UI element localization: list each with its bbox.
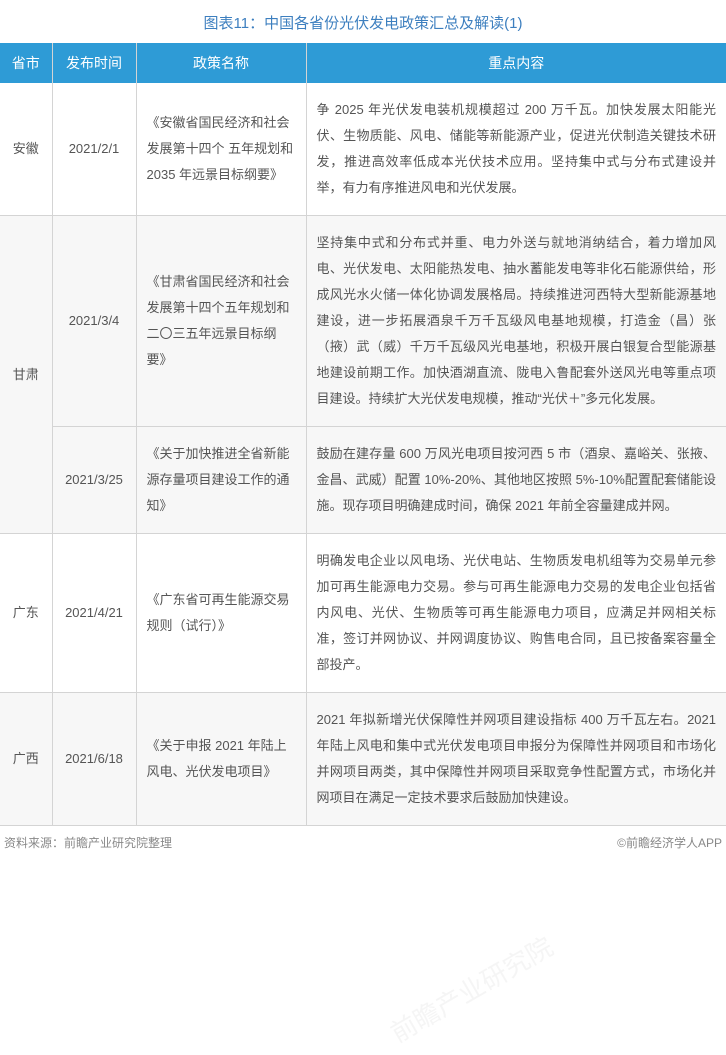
table-row: 2021/3/25《关于加快推进全省新能源存量项目建设工作的通知》鼓励在建存量 … xyxy=(0,427,726,534)
cell-content: 2021 年拟新增光伏保障性并网项目建设指标 400 万千瓦左右。2021 年陆… xyxy=(306,693,726,826)
table-row: 广西2021/6/18《关于申报 2021 年陆上风电、光伏发电项目》2021 … xyxy=(0,693,726,826)
chart-title: 图表11：中国各省份光伏发电政策汇总及解读(1) xyxy=(0,0,726,43)
cell-content: 鼓励在建存量 600 万风光电项目按河西 5 市（酒泉、嘉峪关、张掖、金昌、武威… xyxy=(306,427,726,534)
cell-date: 2021/6/18 xyxy=(52,693,136,826)
table-container: 图表11：中国各省份光伏发电政策汇总及解读(1) 省市 发布时间 政策名称 重点… xyxy=(0,0,726,855)
cell-province: 广东 xyxy=(0,534,52,693)
cell-date: 2021/3/4 xyxy=(52,216,136,427)
cell-province: 广西 xyxy=(0,693,52,826)
table-row: 甘肃2021/3/4《甘肃省国民经济和社会发展第十四个五年规划和二〇三五年远景目… xyxy=(0,216,726,427)
footer-source: 资料来源：前瞻产业研究院整理 xyxy=(4,834,172,851)
footer-brand: ©前瞻经济学人APP xyxy=(617,834,722,851)
cell-province: 安徽 xyxy=(0,83,52,216)
table-header-row: 省市 发布时间 政策名称 重点内容 xyxy=(0,43,726,83)
cell-policy: 《关于申报 2021 年陆上风电、光伏发电项目》 xyxy=(136,693,306,826)
cell-policy: 《安徽省国民经济和社会发展第十四个 五年规划和 2035 年远景目标纲要》 xyxy=(136,83,306,216)
header-date: 发布时间 xyxy=(52,43,136,83)
policy-table: 省市 发布时间 政策名称 重点内容 安徽2021/2/1《安徽省国民经济和社会发… xyxy=(0,43,726,826)
cell-date: 2021/2/1 xyxy=(52,83,136,216)
cell-content: 争 2025 年光伏发电装机规模超过 200 万千瓦。加快发展太阳能光伏、生物质… xyxy=(306,83,726,216)
cell-date: 2021/4/21 xyxy=(52,534,136,693)
cell-policy: 《关于加快推进全省新能源存量项目建设工作的通知》 xyxy=(136,427,306,534)
table-row: 广东2021/4/21《广东省可再生能源交易规则（试行）》明确发电企业以风电场、… xyxy=(0,534,726,693)
footer: 资料来源：前瞻产业研究院整理 ©前瞻经济学人APP xyxy=(0,826,726,855)
cell-policy: 《广东省可再生能源交易规则（试行）》 xyxy=(136,534,306,693)
cell-policy: 《甘肃省国民经济和社会发展第十四个五年规划和二〇三五年远景目标纲要》 xyxy=(136,216,306,427)
table-row: 安徽2021/2/1《安徽省国民经济和社会发展第十四个 五年规划和 2035 年… xyxy=(0,83,726,216)
cell-content: 明确发电企业以风电场、光伏电站、生物质发电机组等为交易单元参加可再生能源电力交易… xyxy=(306,534,726,693)
cell-province: 甘肃 xyxy=(0,216,52,534)
watermark: 前瞻产业研究院 xyxy=(383,927,559,1050)
cell-date: 2021/3/25 xyxy=(52,427,136,534)
header-province: 省市 xyxy=(0,43,52,83)
header-policy: 政策名称 xyxy=(136,43,306,83)
header-content: 重点内容 xyxy=(306,43,726,83)
cell-content: 坚持集中式和分布式并重、电力外送与就地消纳结合，着力增加风电、光伏发电、太阳能热… xyxy=(306,216,726,427)
